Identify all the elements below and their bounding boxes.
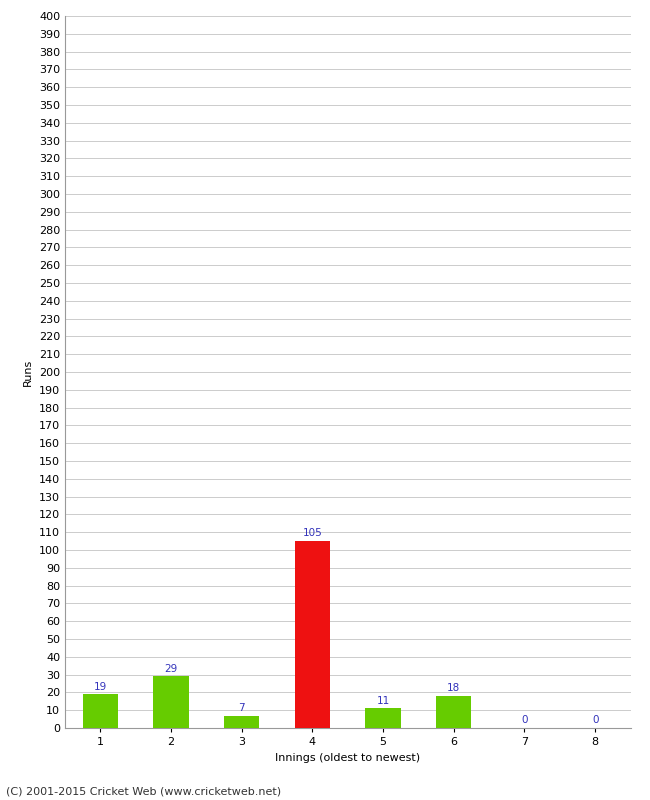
Text: 0: 0: [521, 715, 528, 726]
Y-axis label: Runs: Runs: [23, 358, 33, 386]
X-axis label: Innings (oldest to newest): Innings (oldest to newest): [275, 753, 421, 762]
Text: 0: 0: [592, 715, 599, 726]
Bar: [153, 676, 188, 728]
Bar: [83, 694, 118, 728]
Text: (C) 2001-2015 Cricket Web (www.cricketweb.net): (C) 2001-2015 Cricket Web (www.cricketwe…: [6, 786, 281, 796]
Text: 29: 29: [164, 664, 177, 674]
Bar: [365, 709, 401, 728]
Text: 105: 105: [302, 529, 322, 538]
Text: 19: 19: [94, 682, 107, 691]
Text: 7: 7: [239, 703, 245, 713]
Bar: [294, 541, 330, 728]
Text: 11: 11: [376, 696, 390, 706]
Bar: [224, 715, 259, 728]
Bar: [436, 696, 471, 728]
Text: 18: 18: [447, 683, 460, 694]
